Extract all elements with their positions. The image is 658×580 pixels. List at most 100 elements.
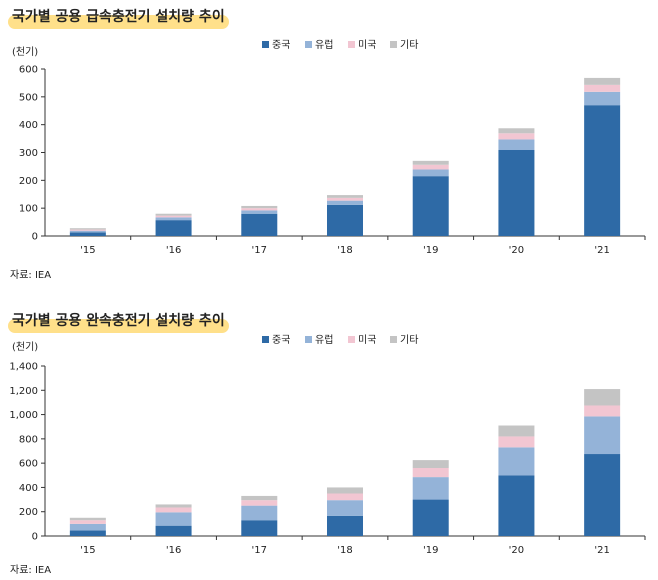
bar-16-series-2 <box>155 507 192 513</box>
y-tick-label: 300 <box>19 148 38 159</box>
y-tick-label: 1,000 <box>9 410 38 421</box>
bar-18-series-0 <box>327 515 363 536</box>
bar-21-series-1 <box>584 91 621 106</box>
x-tick-label: '15 <box>80 245 95 256</box>
unit-label: (천기) <box>12 47 39 58</box>
bar-16-series-2 <box>155 215 192 218</box>
bar-16-series-0 <box>155 220 192 236</box>
unit-label: (천기) <box>12 342 39 353</box>
legend-swatch-0 <box>262 41 269 48</box>
y-tick-label: 100 <box>19 204 38 215</box>
y-tick-label: 1,200 <box>9 386 38 397</box>
x-tick-label: '17 <box>252 245 267 256</box>
source-note: 자료: IEA <box>10 270 52 281</box>
chart-panel-fast: 국가별 공용 급속충전기 설치량 추이 (천기) 중국 유럽 미국 기타 0 100 200… <box>0 0 658 288</box>
bar-21-series-3 <box>584 77 621 85</box>
bar-20-series-2 <box>498 436 535 448</box>
bar-17-series-3 <box>241 495 278 501</box>
bar-19-series-0 <box>412 176 449 236</box>
bar-15-series-0 <box>69 232 106 236</box>
y-tick-label: 600 <box>19 65 38 76</box>
y-tick-label: 0 <box>32 232 38 243</box>
bar-17-series-2 <box>241 500 278 506</box>
bar-19-series-1 <box>412 477 449 500</box>
bar-15-series-1 <box>69 230 106 233</box>
bar-15-series-2 <box>69 520 106 524</box>
bar-20-series-3 <box>498 425 535 437</box>
legend-label-2: 미국 <box>358 39 376 51</box>
bar-18-series-1 <box>327 500 363 516</box>
bar-15-series-3 <box>69 517 106 521</box>
bar-15-series-0 <box>69 530 106 536</box>
bar-19-series-1 <box>412 169 449 177</box>
y-tick-label: 200 <box>19 176 38 187</box>
legend-swatch-1 <box>305 336 312 343</box>
bar-21-series-0 <box>584 105 621 236</box>
chart-fast-chargers: 중국 유럽 미국 기타 0 100 200 300 400 500 600 '15 '16 '17 '18 '… <box>19 39 646 256</box>
bar-16-series-0 <box>155 525 192 536</box>
bar-18-series-1 <box>327 200 363 205</box>
x-tick-label: '18 <box>337 545 352 556</box>
bar-15-series-3 <box>69 228 106 230</box>
bar-20-series-1 <box>498 447 535 476</box>
bar-21-series-2 <box>584 405 621 417</box>
bar-15-series-1 <box>69 523 106 531</box>
y-tick-label: 400 <box>19 120 38 131</box>
x-tick-label: '20 <box>509 245 524 256</box>
y-tick-label: 400 <box>19 483 38 494</box>
bar-19-series-3 <box>412 460 449 468</box>
bar-17-series-0 <box>241 520 278 536</box>
bar-19-series-3 <box>412 160 449 165</box>
bar-17-series-2 <box>241 208 278 211</box>
legend-label-3: 기타 <box>400 39 418 51</box>
chart-title: 국가별 공용 완속충전기 설치량 추이 <box>12 313 225 329</box>
bar-16-series-3 <box>155 504 192 508</box>
bar-17-series-1 <box>241 505 278 521</box>
source-note: 자료: IEA <box>10 565 52 576</box>
bar-17-series-1 <box>241 210 278 214</box>
legend-swatch-3 <box>390 41 397 48</box>
chart-title: 국가별 공용 급속충전기 설치량 추이 <box>12 9 225 25</box>
y-tick-label: 500 <box>19 92 38 103</box>
y-tick-label: 200 <box>19 507 38 518</box>
x-tick-label: '21 <box>594 545 609 556</box>
x-tick-label: '16 <box>166 545 181 556</box>
y-tick-label: 600 <box>19 459 38 470</box>
legend-label-0: 중국 <box>272 334 290 346</box>
x-tick-label: '16 <box>166 245 181 256</box>
bar-20-series-2 <box>498 133 535 140</box>
chart-title-box: 국가별 공용 완속충전기 설치량 추이 <box>8 310 229 334</box>
y-tick-label: 1,400 <box>9 362 38 373</box>
x-tick-label: '19 <box>423 545 438 556</box>
bar-16-series-3 <box>155 213 192 216</box>
legend-swatch-2 <box>348 336 355 343</box>
chart-slow-chargers: 중국 유럽 미국 기타 0 200 400 600 800 1,000 1,200 1,400 '15 '… <box>9 334 646 556</box>
bar-19-series-2 <box>412 468 449 478</box>
bar-16-series-1 <box>155 512 192 526</box>
x-tick-label: '20 <box>509 545 524 556</box>
legend-swatch-3 <box>390 336 397 343</box>
bar-21-series-0 <box>584 454 621 536</box>
y-tick-label: 800 <box>19 434 38 445</box>
bar-19-series-2 <box>412 164 449 170</box>
x-tick-label: '15 <box>80 545 95 556</box>
chart-panel-slow: 국가별 공용 완속충전기 설치량 추이 (천기) 중국 유럽 미국 기타 0 200 400… <box>0 304 658 577</box>
bar-16-series-1 <box>155 217 192 221</box>
x-tick-label: '18 <box>337 245 352 256</box>
bar-18-series-2 <box>327 197 363 201</box>
legend-label-3: 기타 <box>400 334 418 346</box>
bar-20-series-0 <box>498 149 535 236</box>
y-tick-label: 0 <box>32 532 38 543</box>
legend-label-1: 유럽 <box>315 334 333 346</box>
x-tick-label: '17 <box>252 545 267 556</box>
bar-19-series-0 <box>412 499 449 536</box>
legend-label-2: 미국 <box>358 334 376 346</box>
legend-label-0: 중국 <box>272 39 290 51</box>
bar-18-series-3 <box>327 487 363 494</box>
x-tick-label: '19 <box>423 245 438 256</box>
bar-20-series-3 <box>498 128 535 134</box>
bar-17-series-0 <box>241 213 278 236</box>
x-tick-label: '21 <box>594 245 609 256</box>
bar-21-series-1 <box>584 416 621 455</box>
bar-18-series-3 <box>327 195 363 198</box>
